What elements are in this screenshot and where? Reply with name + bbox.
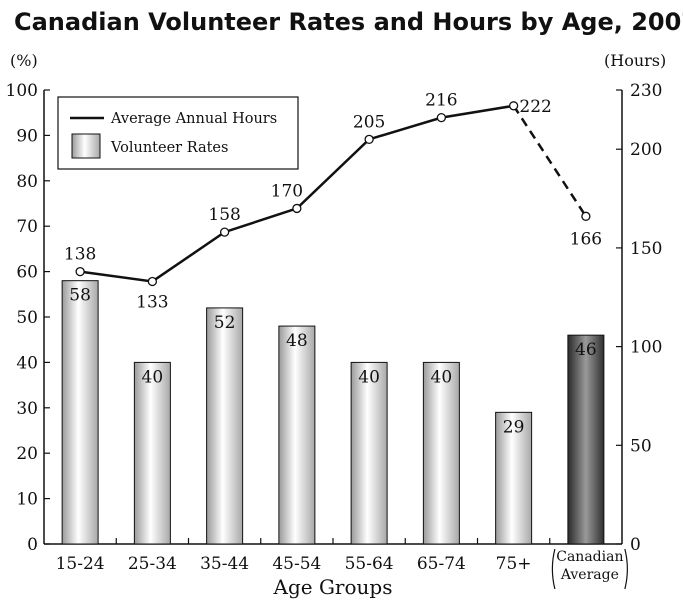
hours-series-dashed-segment bbox=[512, 105, 587, 218]
bar bbox=[278, 325, 316, 545]
right-axis-unit: (Hours) bbox=[604, 51, 666, 70]
legend-label-hours: Average Annual Hours bbox=[110, 111, 277, 127]
left-tick-label: 10 bbox=[16, 490, 38, 510]
line-point bbox=[508, 101, 519, 111]
line-data-label: 166 bbox=[570, 229, 602, 249]
right-tick-label: 100 bbox=[630, 338, 662, 358]
x-tick-label: 25-34 bbox=[128, 554, 177, 574]
line-data-label: 222 bbox=[519, 97, 551, 117]
line-point bbox=[436, 112, 447, 123]
left-axis-unit: (%) bbox=[10, 51, 38, 70]
bar bbox=[206, 307, 244, 545]
bar-data-label: 46 bbox=[575, 340, 597, 360]
line-point bbox=[147, 276, 158, 287]
right-tick-label: 50 bbox=[630, 436, 652, 456]
x-tick-label: 65-74 bbox=[417, 554, 466, 574]
line-point bbox=[364, 134, 374, 144]
line-data-label: 205 bbox=[353, 112, 385, 132]
axes: 0 10 20 30 40 50 60 70 80 90 100 0 50 100 150 200 230 15-… bbox=[6, 81, 662, 590]
x-tick-label: 15-24 bbox=[56, 554, 105, 574]
line-point bbox=[292, 203, 302, 214]
bar-data-label: 58 bbox=[69, 286, 91, 306]
bar-data-label: 40 bbox=[358, 367, 380, 387]
bar-data-label: 29 bbox=[503, 417, 525, 437]
bar bbox=[495, 411, 533, 545]
bar bbox=[422, 361, 460, 545]
line-point bbox=[581, 211, 591, 221]
line-data-label: 216 bbox=[425, 91, 457, 111]
left-tick-label: 0 bbox=[27, 535, 38, 555]
line-point bbox=[219, 227, 230, 237]
x-axis-title: Age Groups bbox=[273, 575, 393, 599]
x-tick-label-paren-right bbox=[624, 548, 628, 590]
right-tick-label: 200 bbox=[630, 140, 662, 160]
x-tick-label: 45-54 bbox=[272, 554, 321, 574]
line-data-label: 170 bbox=[271, 181, 303, 201]
x-tick-label-paren-left bbox=[551, 548, 556, 590]
bar bbox=[567, 334, 605, 545]
left-tick-label: 80 bbox=[16, 172, 38, 192]
left-tick-label: 100 bbox=[6, 81, 38, 101]
bar bbox=[350, 361, 388, 545]
right-tick-label: 0 bbox=[630, 535, 641, 555]
x-tick-label: 55-64 bbox=[345, 554, 394, 574]
bar-data-label: 40 bbox=[142, 367, 164, 387]
left-tick-label: 40 bbox=[16, 353, 38, 373]
left-tick-label: 30 bbox=[16, 399, 38, 419]
chart-title: Canadian Volunteer Rates and Hours by Ag… bbox=[14, 8, 683, 36]
left-tick-label: 50 bbox=[16, 308, 38, 328]
legend: Average Annual Hours Volunteer Rates bbox=[57, 96, 299, 170]
right-tick-label: 230 bbox=[630, 81, 662, 101]
bar-data-label: 40 bbox=[431, 367, 453, 387]
left-tick-label: 90 bbox=[16, 126, 38, 146]
line-data-label: 133 bbox=[136, 292, 168, 312]
bar bbox=[133, 361, 171, 545]
line-data-label: 158 bbox=[208, 205, 240, 225]
line-data-label: 138 bbox=[64, 245, 96, 265]
bar-data-label: 52 bbox=[214, 313, 236, 333]
legend-label-rates: Volunteer Rates bbox=[110, 140, 228, 156]
x-tick-label: 75+ bbox=[496, 554, 532, 574]
right-tick-label: 150 bbox=[630, 239, 662, 259]
x-tick-label: Canadian bbox=[556, 549, 623, 565]
hours-line: 138 133 158 170 205 216 222 166 bbox=[64, 91, 602, 313]
x-tick-label: Average bbox=[560, 567, 619, 583]
x-tick-label: 35-44 bbox=[200, 554, 249, 574]
bar bbox=[61, 280, 99, 545]
bar-data-label: 48 bbox=[286, 331, 308, 351]
left-tick-label: 70 bbox=[16, 217, 38, 237]
line-point bbox=[75, 266, 85, 277]
legend-bar-swatch bbox=[71, 133, 101, 159]
left-tick-label: 20 bbox=[16, 444, 38, 464]
left-tick-label: 60 bbox=[16, 263, 38, 283]
bars: 58 40 52 48 40 40 29 46 bbox=[61, 280, 605, 545]
